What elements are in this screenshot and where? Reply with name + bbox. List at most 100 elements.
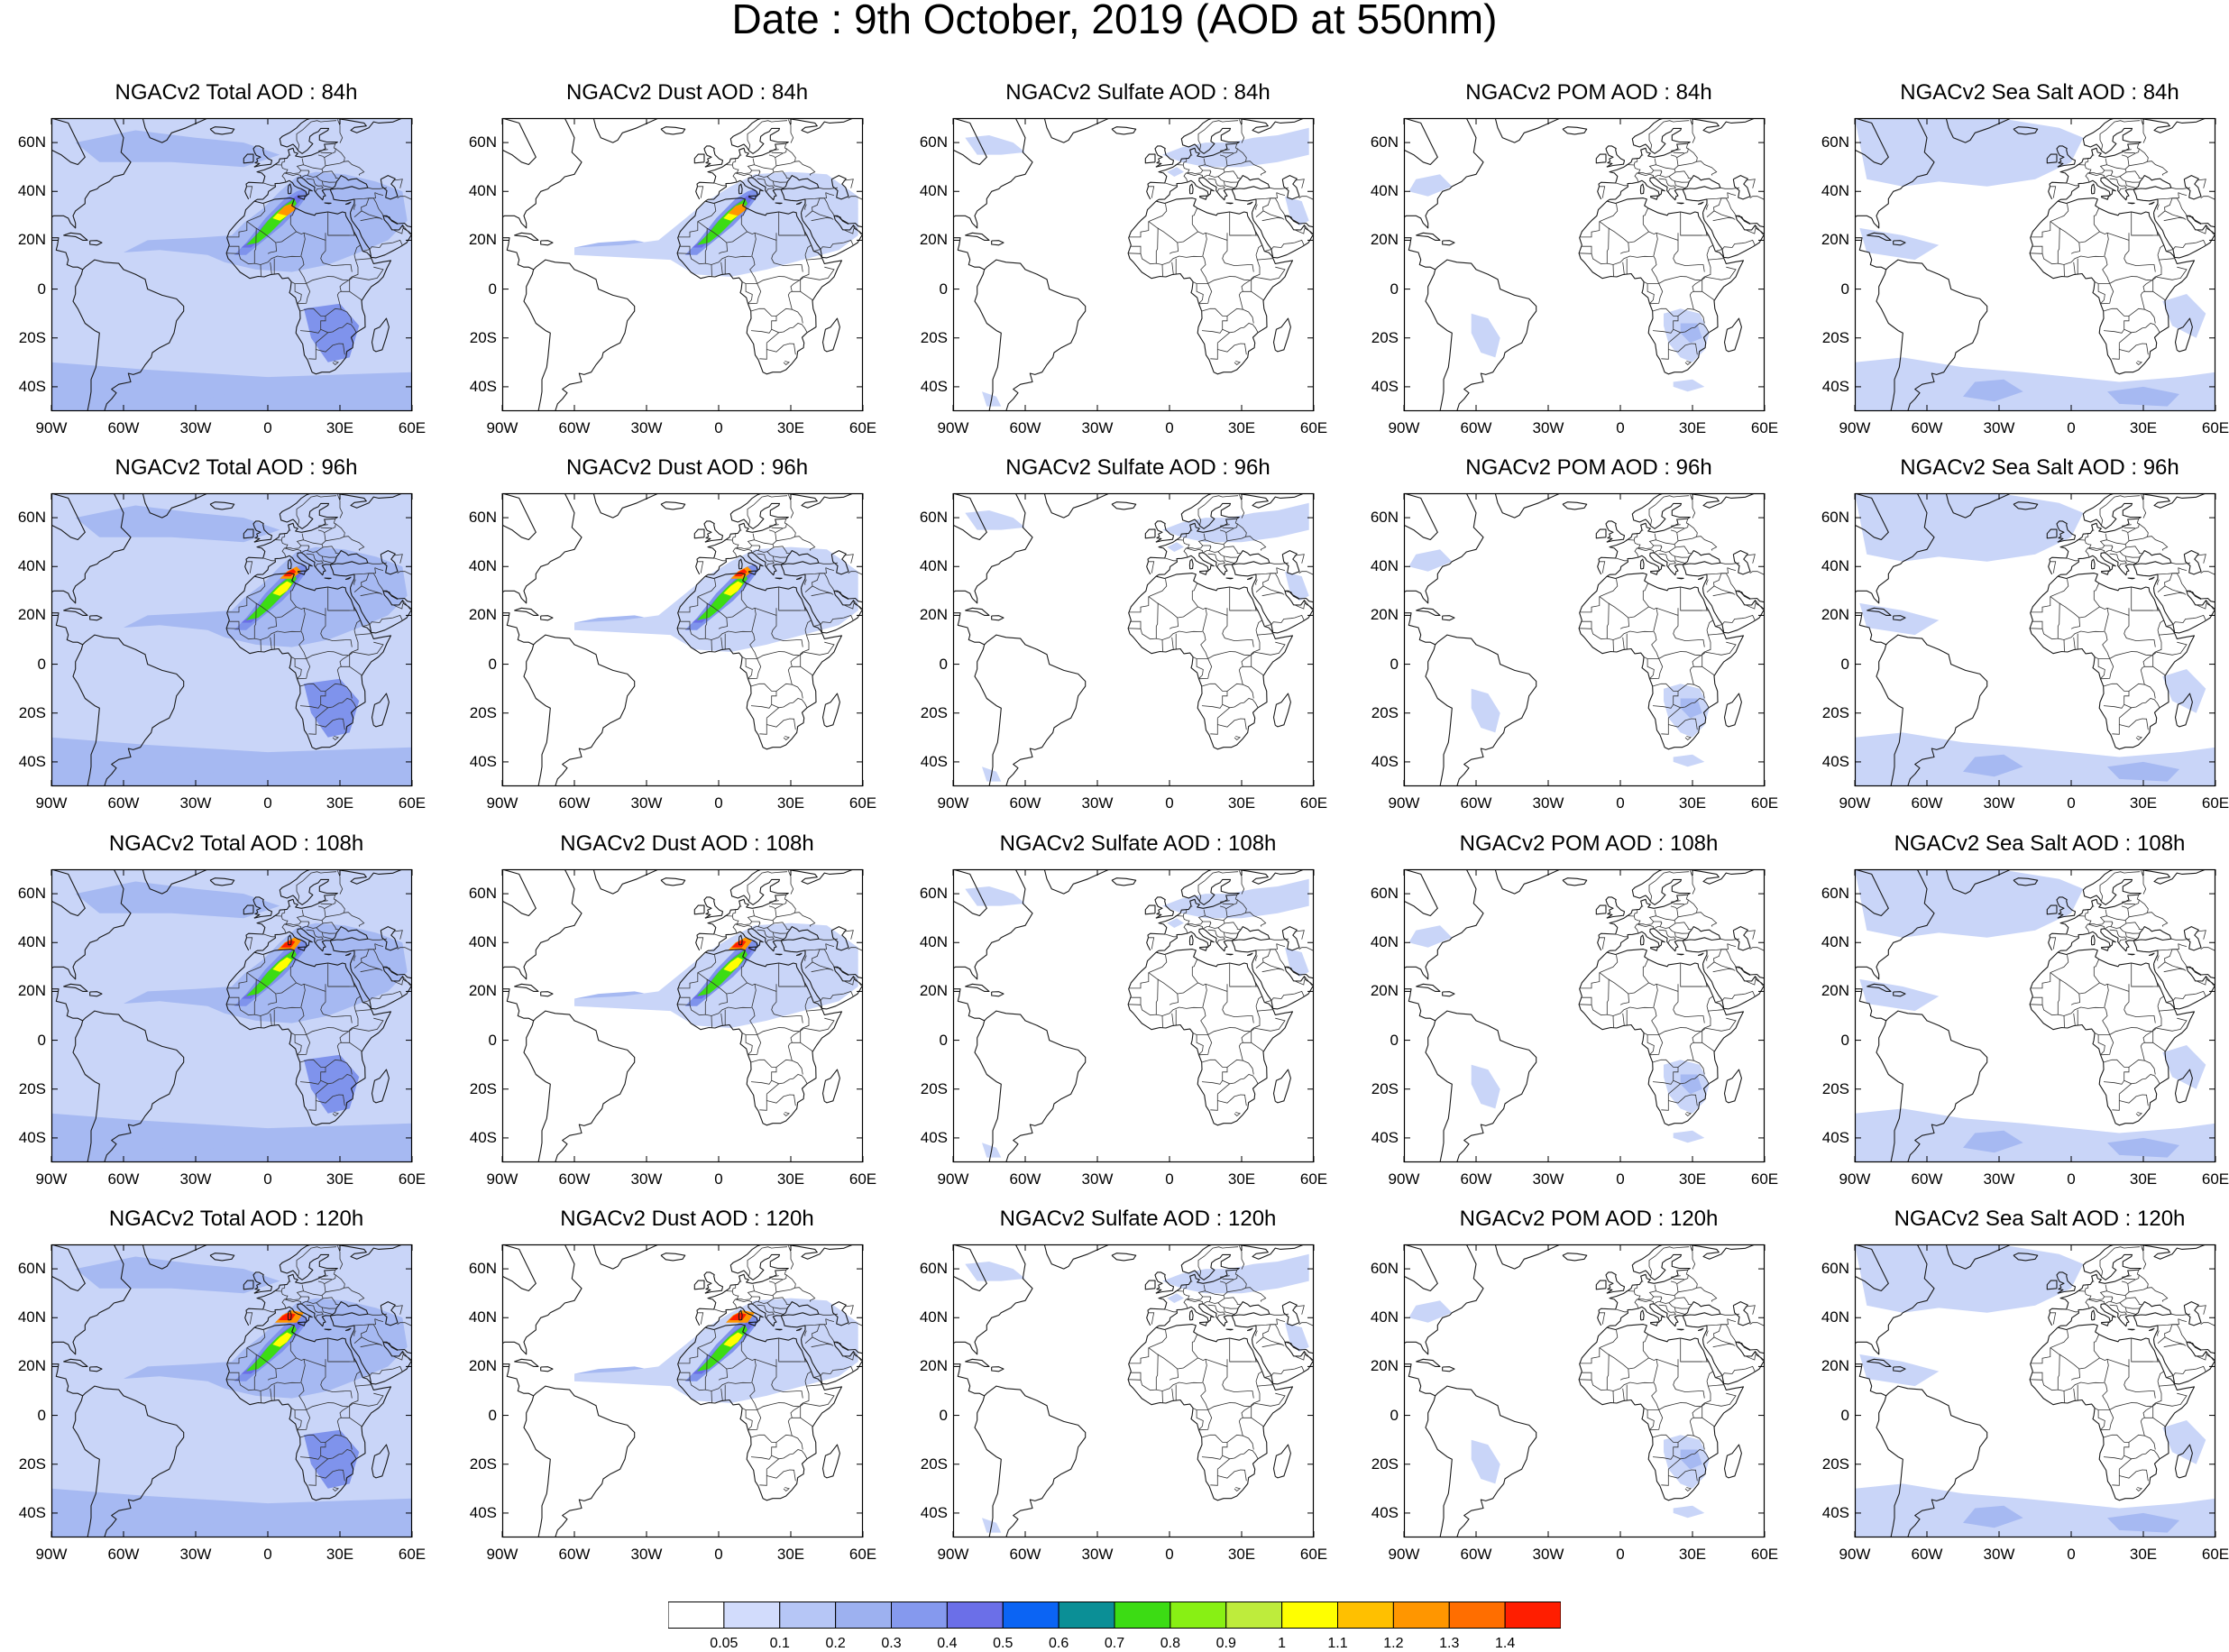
country-border <box>755 907 777 920</box>
country-border <box>792 684 803 698</box>
coastline <box>524 1396 550 1537</box>
country-border <box>2201 572 2215 575</box>
country-border <box>742 1033 757 1035</box>
country-border <box>1202 1435 1227 1459</box>
country-border <box>772 152 783 153</box>
coastline <box>534 635 635 786</box>
country-border <box>776 291 813 316</box>
aod-field <box>953 1244 1314 1537</box>
country-border <box>742 657 757 659</box>
lat-tick-label: 40N <box>1344 182 1399 200</box>
colorbar-swatch <box>836 1602 892 1629</box>
country-border <box>2089 910 2106 925</box>
country-border <box>2067 1309 2078 1312</box>
country-border <box>806 1385 821 1386</box>
lat-tick-label: 40S <box>894 1504 948 1522</box>
lon-tick-label: 30E <box>2116 794 2170 812</box>
lat-tick-label: 40S <box>1344 1129 1399 1147</box>
country-border <box>1227 1042 1264 1067</box>
lat-tick-label: 40N <box>894 933 948 951</box>
country-border <box>1149 583 1198 618</box>
country-border <box>2058 979 2059 1014</box>
coastline <box>1443 1367 1454 1372</box>
lon-tick-label: 0 <box>1593 419 1647 437</box>
country-border <box>751 1060 776 1084</box>
country-border <box>2132 963 2160 987</box>
country-border <box>1256 1337 1282 1345</box>
coastline <box>534 1011 635 1162</box>
country-border <box>1242 642 1285 666</box>
lat-tick-label: 60N <box>894 133 948 151</box>
coastline <box>1156 1304 1256 1339</box>
country-border <box>1661 1469 1668 1485</box>
country-border <box>1656 531 1679 544</box>
lat-tick-label: 20S <box>894 1080 948 1098</box>
country-border <box>1582 246 1591 253</box>
country-border <box>1685 737 1691 740</box>
country-border <box>1131 997 1141 1005</box>
coastline <box>1044 869 1109 894</box>
coastline <box>1640 1310 1644 1320</box>
coastline <box>1247 202 1252 204</box>
coastline <box>1426 270 1452 411</box>
coastline <box>1282 927 1299 950</box>
country-border <box>2136 362 2142 365</box>
aod-contour-light <box>1285 1323 1309 1353</box>
country-border <box>1660 921 1675 929</box>
country-border <box>2136 1113 2142 1116</box>
lon-tick-label: 30E <box>1215 794 1269 812</box>
lon-tick-label: 60W <box>96 794 151 812</box>
country-border <box>1217 1459 1229 1469</box>
country-border <box>1638 534 1656 549</box>
lon-tick-label: 60E <box>836 794 890 812</box>
coastline <box>992 992 1004 996</box>
country-border <box>1692 642 1736 666</box>
country-border <box>1256 956 1258 961</box>
aod-contour-light <box>1285 572 1309 601</box>
country-border <box>2105 170 2113 172</box>
country-border <box>1649 1358 1679 1367</box>
country-border <box>759 343 766 359</box>
country-border <box>1707 245 1713 255</box>
country-border <box>2095 1409 2110 1410</box>
country-border <box>1677 1270 1689 1283</box>
coastline <box>704 521 723 542</box>
country-border <box>2074 638 2076 649</box>
coastline <box>2140 493 2206 508</box>
country-border <box>1638 1285 1656 1300</box>
country-border <box>2124 1450 2160 1459</box>
country-border <box>1580 973 1600 988</box>
coastline <box>1145 905 1155 914</box>
country-border <box>772 699 807 708</box>
country-border <box>776 666 813 691</box>
aod-contour-light <box>1859 979 1939 1011</box>
coastline <box>1703 964 1766 1009</box>
country-border <box>1677 519 1689 532</box>
lon-tick-label: 90W <box>926 1546 980 1564</box>
lat-tick-label: 0 <box>894 1407 948 1425</box>
coastline <box>694 154 704 163</box>
lon-tick-label: 60W <box>998 419 1052 437</box>
lat-tick-label: 40N <box>894 557 948 575</box>
country-border <box>1299 572 1314 575</box>
country-border <box>1149 208 1198 243</box>
coastline <box>1650 1322 1658 1326</box>
country-border <box>1707 996 1713 1006</box>
country-border <box>1688 149 1697 161</box>
country-border <box>2085 534 2088 540</box>
aod-contour-light <box>1472 1440 1500 1484</box>
country-border <box>1616 558 1628 561</box>
country-border <box>2089 534 2106 549</box>
country-border <box>2100 121 2140 151</box>
coastline <box>524 1021 550 1162</box>
country-border <box>2031 973 2050 988</box>
map-canvas <box>1855 869 2215 1162</box>
country-border <box>1170 618 1179 629</box>
coastline <box>2187 967 2201 975</box>
lat-tick-label: 0 <box>894 656 948 674</box>
country-border <box>752 170 760 172</box>
aod-contour-light <box>1859 228 1939 260</box>
country-border <box>2158 956 2160 961</box>
country-border <box>1654 546 1662 547</box>
